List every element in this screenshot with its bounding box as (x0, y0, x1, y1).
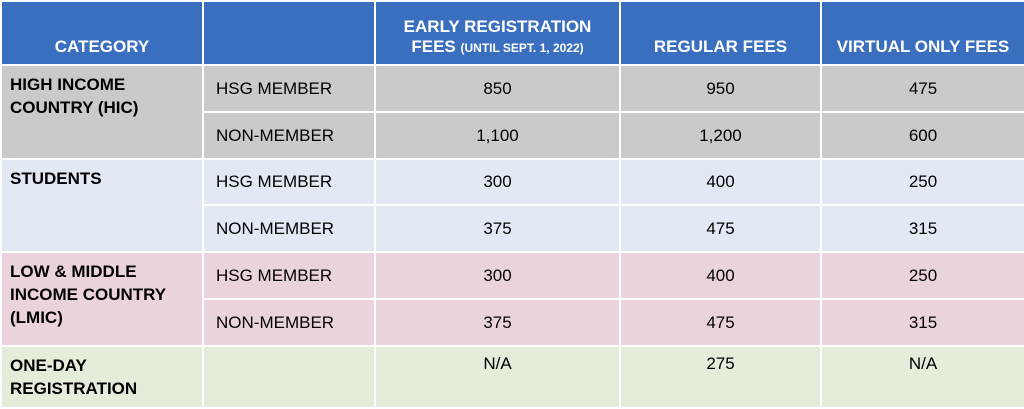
table-row: STUDENTS HSG MEMBER 300 400 250 (0, 158, 1024, 253)
regular-fee: 950 (619, 64, 822, 113)
virtual-fee: 250 (820, 251, 1024, 300)
category-hic: HIGH INCOME COUNTRY (HIC) (0, 64, 204, 160)
header-early-line1: EARLY REGISTRATION (403, 17, 592, 36)
category-lmic: LOW & MIDDLE INCOME COUNTRY (LMIC) (0, 251, 204, 347)
regular-fee: 475 (619, 204, 822, 253)
category-line: STUDENTS (10, 169, 102, 188)
early-fee: 850 (374, 64, 621, 113)
regular-fee: 475 (619, 298, 822, 347)
table-row: NON-MEMBER 375 475 315 (1, 204, 1024, 253)
regular-fee: 275 (619, 345, 822, 409)
category-students: STUDENTS (0, 158, 204, 253)
early-fee: 375 (374, 298, 621, 347)
virtual-fee: 600 (820, 111, 1024, 160)
category-line: HIGH INCOME (10, 75, 126, 94)
virtual-fee: 315 (820, 298, 1024, 347)
member-type: HSG MEMBER (202, 158, 376, 206)
virtual-fee: 315 (820, 204, 1024, 253)
table-row: LOW & MIDDLE INCOME COUNTRY (LMIC) HSG M… (0, 251, 1024, 347)
member-type: NON-MEMBER (202, 204, 376, 253)
header-regular-fees: REGULAR FEES (619, 0, 822, 66)
early-fee: 1,100 (374, 111, 621, 160)
regular-fee: 1,200 (619, 111, 822, 160)
header-virtual-fees: VIRTUAL ONLY FEES (820, 0, 1024, 66)
category-line: (LMIC) (10, 308, 63, 327)
header-early-line2: FEES (411, 37, 456, 56)
category-one-day: ONE-DAY REGISTRATION (0, 345, 204, 409)
header-row: CATEGORY EARLY REGISTRATION FEES (UNTIL … (0, 0, 1024, 66)
header-category: CATEGORY (0, 0, 204, 66)
category-line: INCOME COUNTRY (10, 285, 167, 304)
category-line: COUNTRY (HIC) (10, 98, 139, 117)
table-row: ONE-DAY REGISTRATION N/A 275 N/A (0, 345, 1024, 409)
virtual-fee: 250 (820, 158, 1024, 206)
member-type (202, 345, 376, 409)
early-fee: 300 (374, 158, 621, 206)
table-row: NON-MEMBER 1,100 1,200 600 (1, 111, 1024, 160)
regular-fee: 400 (619, 251, 822, 300)
header-subcategory (202, 0, 376, 66)
regular-fee: 400 (619, 158, 822, 206)
category-line: LOW & MIDDLE (10, 262, 137, 281)
category-line: REGISTRATION (10, 379, 138, 398)
category-line: ONE-DAY (10, 356, 87, 375)
early-fee: 300 (374, 251, 621, 300)
member-type: NON-MEMBER (202, 111, 376, 160)
table-row: HIGH INCOME COUNTRY (HIC) HSG MEMBER 850… (0, 64, 1024, 160)
member-type: HSG MEMBER (202, 251, 376, 300)
virtual-fee: 475 (820, 64, 1024, 113)
virtual-fee: N/A (820, 345, 1024, 409)
early-fee: 375 (374, 204, 621, 253)
early-fee: N/A (374, 345, 621, 409)
member-type: HSG MEMBER (202, 64, 376, 113)
header-early-note: (UNTIL SEPT. 1, 2022) (460, 41, 584, 55)
header-early-fees: EARLY REGISTRATION FEES (UNTIL SEPT. 1, … (374, 0, 621, 66)
member-type: NON-MEMBER (202, 298, 376, 347)
table-row: NON-MEMBER 375 475 315 (1, 298, 1024, 347)
